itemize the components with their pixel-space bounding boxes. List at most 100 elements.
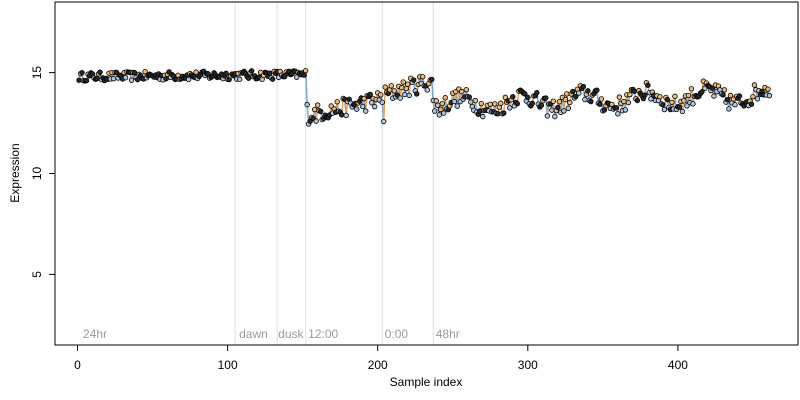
y-tick-label: 15 <box>30 66 44 80</box>
data-point <box>585 88 591 94</box>
data-point <box>454 103 460 109</box>
data-point <box>367 91 373 98</box>
data-point <box>634 97 641 104</box>
data-point <box>684 103 690 109</box>
data-point <box>436 112 442 118</box>
data-point <box>501 110 507 116</box>
data-point <box>438 106 444 113</box>
data-point <box>660 101 666 108</box>
annotation-label: dawn <box>239 327 268 341</box>
data-point <box>721 87 728 93</box>
x-axis-label: Sample index <box>390 375 463 389</box>
data-point <box>343 112 349 119</box>
data-point <box>360 103 366 110</box>
data-point <box>642 92 648 98</box>
data-point <box>597 101 603 107</box>
data-point <box>193 69 199 75</box>
data-point <box>110 75 117 82</box>
x-tick-label: 200 <box>368 358 388 372</box>
data-point <box>293 74 300 80</box>
data-point <box>573 93 579 100</box>
data-point <box>514 100 521 107</box>
data-point <box>679 108 686 115</box>
data-point <box>338 112 345 118</box>
data-point <box>582 96 588 103</box>
data-point <box>613 105 620 111</box>
data-point <box>750 93 756 100</box>
data-point <box>751 82 758 88</box>
data-point <box>525 94 531 101</box>
data-point <box>381 118 387 125</box>
data-point <box>487 101 493 107</box>
data-point <box>459 88 465 95</box>
data-point <box>76 77 82 83</box>
data-point <box>399 85 405 91</box>
data-point <box>248 68 255 74</box>
data-point <box>236 76 243 82</box>
data-point <box>544 113 551 119</box>
data-point <box>522 91 528 97</box>
line-segment <box>430 79 435 101</box>
data-point <box>163 76 169 82</box>
x-tick-label: 100 <box>218 358 238 372</box>
data-point <box>690 101 696 107</box>
data-point <box>131 70 138 76</box>
data-point <box>435 102 441 108</box>
data-point <box>492 101 498 107</box>
data-point <box>732 102 738 108</box>
data-point <box>556 99 563 105</box>
data-point <box>622 107 629 113</box>
data-point <box>405 81 411 87</box>
data-point <box>372 103 378 110</box>
data-point <box>720 92 726 98</box>
y-axis-label: Expression <box>8 143 22 202</box>
data-point <box>562 96 569 103</box>
data-point <box>406 92 412 99</box>
annotation-label: 48hr <box>436 327 460 341</box>
data-point <box>615 111 621 117</box>
data-point <box>466 94 472 100</box>
data-point <box>403 85 409 92</box>
data-point <box>480 113 486 120</box>
data-point <box>754 96 761 102</box>
data-point <box>550 98 557 104</box>
data-point <box>657 94 663 100</box>
annotation-label: dusk <box>278 327 304 341</box>
data-point <box>661 106 668 113</box>
data-point <box>433 98 439 104</box>
data-point <box>391 88 397 94</box>
data-point <box>472 97 478 104</box>
data-point <box>567 99 573 106</box>
x-tick-label: 300 <box>518 358 538 372</box>
data-point <box>223 70 229 77</box>
data-point <box>439 100 445 107</box>
y-tick-label: 10 <box>30 167 44 181</box>
data-point <box>676 104 683 110</box>
data-point <box>420 74 426 80</box>
data-point <box>313 118 319 124</box>
data-point <box>94 75 100 82</box>
data-point <box>631 88 638 94</box>
x-tick-label: 400 <box>668 358 688 372</box>
data-point <box>314 102 321 108</box>
data-point <box>711 93 717 99</box>
data-point <box>442 95 448 101</box>
data-point <box>724 97 731 103</box>
data-point <box>79 69 85 76</box>
data-point <box>576 90 582 96</box>
annotation-label: 24hr <box>83 327 107 341</box>
data-point <box>529 100 536 107</box>
data-point <box>441 110 447 116</box>
x-tick-label: 0 <box>74 358 81 372</box>
data-point <box>621 98 627 105</box>
data-point <box>128 77 135 83</box>
data-point <box>397 95 403 101</box>
data-point <box>411 77 417 83</box>
data-point <box>83 77 90 84</box>
data-point <box>609 101 615 108</box>
data-point <box>382 84 388 90</box>
data-point <box>414 91 420 97</box>
data-point <box>429 76 435 83</box>
data-point <box>766 92 773 99</box>
